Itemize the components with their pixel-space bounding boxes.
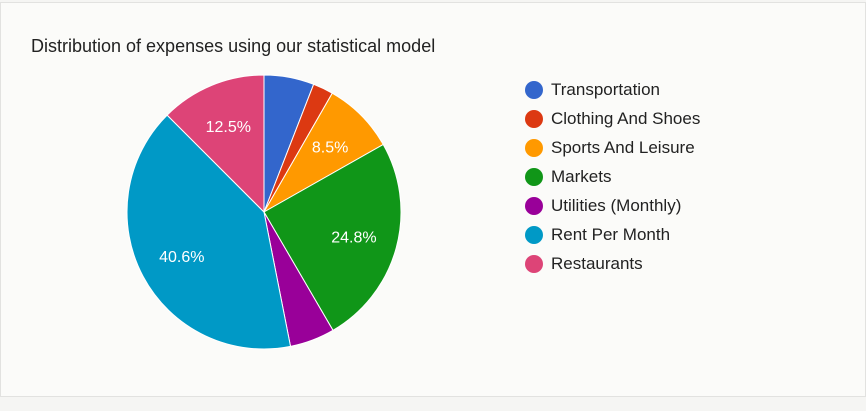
legend-swatch-5 bbox=[525, 225, 543, 244]
legend-swatch-2 bbox=[525, 138, 543, 157]
pie-slice-3[interactable] bbox=[263, 143, 402, 332]
legend-swatch-1 bbox=[525, 109, 543, 128]
legend-item-4[interactable]: Utilities (Monthly) bbox=[525, 191, 700, 220]
legend-swatch-0 bbox=[525, 80, 543, 99]
pie-slice-5[interactable] bbox=[126, 114, 292, 350]
legend-swatch-4 bbox=[525, 196, 543, 215]
slice-data-label-5: 40.6% bbox=[159, 249, 204, 266]
legend-swatch-3 bbox=[525, 167, 543, 186]
slice-data-label-2: 8.5% bbox=[312, 139, 348, 156]
pie-slice-6[interactable] bbox=[166, 74, 265, 214]
legend-item-0[interactable]: Transportation bbox=[525, 75, 700, 104]
legend-label-3: Markets bbox=[551, 166, 612, 186]
legend-label-2: Sports And Leisure bbox=[551, 137, 695, 157]
chart-legend: Transportation Clothing And Shoes Sports A… bbox=[525, 75, 700, 278]
legend-label-0: Transportation bbox=[551, 79, 660, 99]
legend-swatch-6 bbox=[525, 254, 543, 273]
slice-data-label-6: 12.5% bbox=[206, 119, 251, 136]
legend-item-6[interactable]: Restaurants bbox=[525, 249, 700, 278]
legend-label-6: Restaurants bbox=[551, 253, 643, 273]
legend-label-4: Utilities (Monthly) bbox=[551, 195, 682, 215]
legend-item-1[interactable]: Clothing And Shoes bbox=[525, 104, 700, 133]
legend-item-3[interactable]: Markets bbox=[525, 162, 700, 191]
legend-item-5[interactable]: Rent Per Month bbox=[525, 220, 700, 249]
pie-chart: 8.5% 24.8% 40.6% 12.5% bbox=[126, 74, 402, 350]
slice-data-label-3: 24.8% bbox=[331, 229, 376, 246]
legend-label-1: Clothing And Shoes bbox=[551, 108, 701, 128]
legend-item-2[interactable]: Sports And Leisure bbox=[525, 133, 700, 162]
chart-title: Distribution of expenses using our stati… bbox=[31, 36, 436, 56]
chart-card: Distribution of expenses using our stati… bbox=[0, 2, 866, 397]
legend-label-5: Rent Per Month bbox=[551, 224, 671, 244]
